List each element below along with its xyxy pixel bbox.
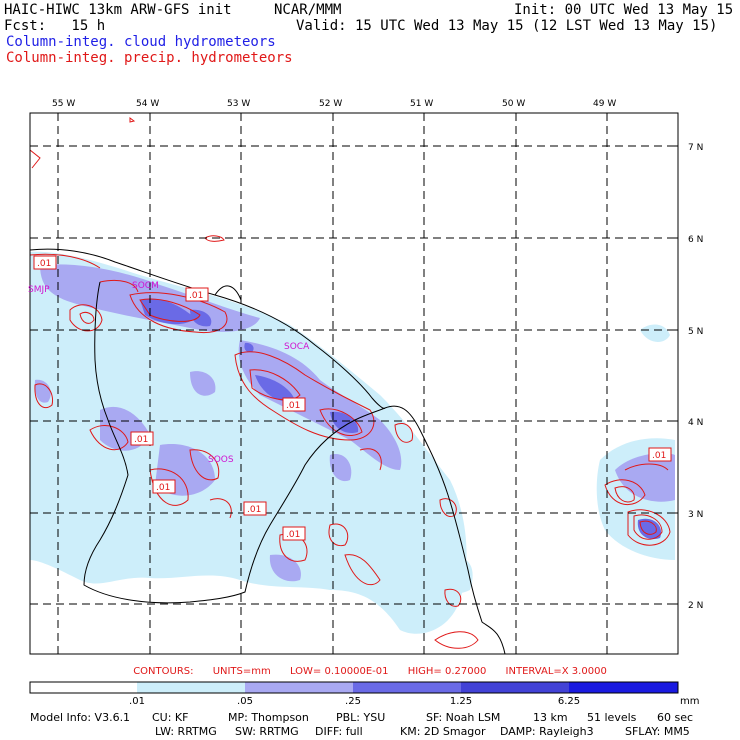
contours-low: LOW= 0.10000E-01	[289, 666, 389, 677]
contour-label-box: .01	[648, 447, 672, 462]
colorbar-bin	[353, 682, 461, 693]
station-label: SMJP	[28, 285, 50, 295]
model-info-mp: MP: Thompson	[228, 711, 309, 724]
svg-text:.01: .01	[37, 259, 51, 269]
contours-info: CONTOURS: UNITS=mm LOW= 0.10000E-01 HIGH…	[0, 666, 740, 677]
lat-label: 5 N	[688, 327, 703, 337]
color-bar	[29, 681, 679, 694]
contour-label-box: .01	[33, 255, 57, 270]
colorbar-label: .25	[345, 696, 361, 707]
colorbar-label: .01	[129, 696, 145, 707]
lat-label: 2 N	[688, 601, 703, 611]
svg-text:.01: .01	[189, 291, 203, 301]
latitude-labels: 7 N 6 N 5 N 4 N 3 N 2 N	[688, 143, 703, 611]
lon-label: 55 W	[52, 99, 75, 109]
lon-label: 53 W	[227, 99, 250, 109]
model-info-diff: DIFF: full	[315, 725, 363, 738]
colorbar-bin	[137, 682, 245, 693]
station-label: SOOS	[208, 455, 234, 465]
cloud-field-label: Column-integ. cloud hydrometeors	[6, 34, 276, 50]
svg-text:.01: .01	[286, 530, 300, 540]
contours-high: HIGH= 0.27000	[407, 666, 487, 677]
contour-label-box: .01	[152, 479, 176, 494]
cloud-shading-high	[140, 298, 662, 540]
contour-label-box: .01	[282, 397, 306, 412]
precip-contours	[30, 117, 671, 649]
contours-interval: INTERVAL=X 3.0000	[505, 666, 607, 677]
init-label: Init: 00 UTC Wed 13 May 15	[514, 2, 734, 18]
lon-label: 51 W	[410, 99, 433, 109]
map-frame	[29, 112, 679, 655]
contour-value-labels: .01 .01 .01 .01 .01 .01 .01 .01	[33, 255, 672, 541]
svg-text:.01: .01	[652, 451, 666, 461]
contour-label-box: .01	[243, 501, 267, 516]
model-info-pbl: PBL: YSU	[336, 711, 386, 724]
svg-text:.01: .01	[156, 483, 170, 493]
model-info-lw: LW: RRTMG	[155, 725, 217, 738]
colorbar-bin	[569, 682, 678, 693]
model-info-cu: CU: KF	[152, 711, 189, 724]
station-labels: SMJP SOCM SOCA SOOS	[28, 281, 310, 465]
lat-label: 6 N	[688, 235, 703, 245]
model-title: HAIC-HIWC 13km ARW-GFS init	[4, 2, 232, 18]
model-info-sw: SW: RRTMG	[235, 725, 299, 738]
longitude-labels: 55 W 54 W 53 W 52 W 51 W 50 W 49 W	[52, 99, 616, 109]
svg-text:.01: .01	[134, 435, 148, 445]
contour-label-box: .01	[130, 431, 154, 446]
colorbar-unit: mm	[680, 696, 700, 707]
valid-label: Valid: 15 UTC Wed 13 May 15 (12 LST Wed …	[296, 18, 718, 34]
coastlines	[30, 248, 506, 654]
colorbar-label: 6.25	[557, 696, 581, 707]
model-info-km: KM: 2D Smagor	[400, 725, 486, 738]
contour-label-box: .01	[282, 526, 306, 541]
fcst-label: Fcst: 15 h	[4, 18, 106, 34]
contour-label-box: .01	[185, 287, 209, 302]
lat-label: 7 N	[688, 143, 703, 153]
lat-label: 4 N	[688, 418, 703, 428]
model-info-damp: DAMP: Rayleigh3	[500, 725, 594, 738]
model-info-levels: 51 levels	[587, 711, 637, 724]
svg-text:.01: .01	[286, 401, 300, 411]
precip-field-label: Column-integ. precip. hydrometeors	[6, 50, 293, 66]
model-info-dt: 60 sec	[657, 711, 694, 724]
colorbar-bin	[245, 682, 353, 693]
station-label: SOCA	[284, 342, 310, 352]
map-area	[30, 113, 678, 654]
svg-text:.01: .01	[247, 505, 261, 515]
lon-label: 54 W	[136, 99, 159, 109]
model-info-sf: SF: Noah LSM	[426, 711, 501, 724]
contours-units: UNITS=mm	[212, 666, 271, 677]
lon-label: 49 W	[593, 99, 616, 109]
org-label: NCAR/MMM	[274, 2, 342, 18]
lat-label: 3 N	[688, 510, 703, 520]
contours-label: CONTOURS:	[133, 666, 194, 677]
model-info-line1: Model Info: V3.6.1	[30, 711, 131, 724]
station-label: SOCM	[132, 281, 159, 291]
colorbar-label: 1.25	[449, 696, 473, 707]
colorbar-bin	[461, 682, 569, 693]
frame-ticks	[57, 113, 678, 605]
model-info-sflay: SFLAY: MM5	[625, 725, 690, 738]
lat-lon-grid	[30, 113, 678, 654]
model-info-res: 13 km	[533, 711, 568, 724]
lon-label: 52 W	[319, 99, 342, 109]
colorbar-bin	[30, 682, 137, 693]
lon-label: 50 W	[502, 99, 525, 109]
colorbar-label: .05	[237, 696, 253, 707]
